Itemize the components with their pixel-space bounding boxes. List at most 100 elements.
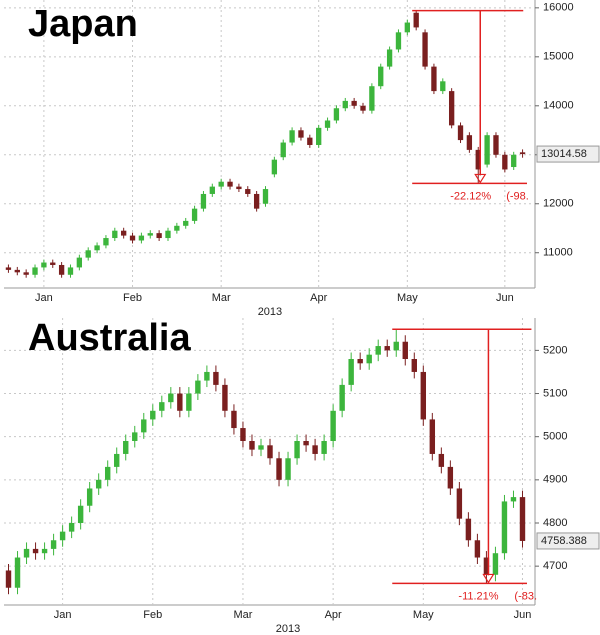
candle-body — [5, 570, 12, 588]
candle-body — [59, 531, 66, 541]
candle-body — [280, 142, 286, 158]
candle-body — [58, 264, 65, 275]
last-value-label: 13014.58 — [541, 148, 587, 160]
candle-body — [103, 238, 109, 246]
candle-body — [23, 272, 29, 275]
candle-body — [456, 488, 463, 519]
candle-body — [150, 410, 156, 420]
x-tick-label: Jan — [54, 609, 72, 621]
x-tick-label: Mar — [212, 292, 231, 304]
candle-body — [438, 453, 445, 467]
y-tick-label: 5200 — [543, 344, 567, 356]
candle-body — [168, 393, 174, 403]
candle-body — [351, 100, 357, 106]
candle-body — [294, 441, 300, 459]
drawdown-detail: (-98. — [506, 190, 529, 202]
candle-body — [312, 445, 318, 454]
candle-body — [183, 220, 189, 226]
candle-body — [342, 100, 348, 109]
x-axis-label: 2013 — [276, 623, 300, 635]
candle-body — [271, 159, 278, 175]
candle-body — [129, 235, 136, 241]
candle-body — [324, 120, 331, 128]
x-tick-label: May — [413, 609, 434, 621]
candle-body — [420, 371, 427, 420]
candle-body — [132, 432, 138, 441]
x-tick-label: Feb — [143, 609, 162, 621]
candle-body — [114, 453, 120, 467]
candle-body — [483, 557, 490, 575]
candle-body — [360, 105, 366, 111]
y-tick-label: 12000 — [543, 198, 574, 210]
candle-body — [440, 81, 446, 92]
candle-body — [186, 393, 192, 411]
candle-body — [156, 233, 162, 239]
candle-body — [50, 540, 57, 549]
candle-body — [519, 152, 526, 155]
candle-body — [200, 193, 207, 209]
y-tick-label: 4700 — [543, 560, 567, 572]
candle-body — [474, 540, 481, 558]
y-tick-label: 16000 — [543, 2, 574, 14]
candle-body — [68, 523, 75, 532]
candle-body — [147, 233, 153, 236]
candle-body — [195, 380, 201, 394]
chart-title: Japan — [28, 3, 138, 45]
candle-body — [330, 410, 336, 441]
candle-body — [121, 230, 127, 236]
y-tick-label: 14000 — [543, 100, 574, 112]
candle-body — [502, 154, 508, 170]
candle-body — [23, 548, 30, 558]
x-tick-label: Apr — [325, 609, 342, 621]
candle-body — [218, 181, 224, 187]
candle-body — [413, 12, 419, 28]
candle-body — [123, 441, 129, 454]
candle-body — [50, 262, 56, 265]
y-tick-label: 4800 — [543, 517, 567, 529]
x-tick-label: May — [397, 292, 418, 304]
candle-body — [386, 49, 393, 67]
candle-body — [138, 235, 145, 241]
y-tick-label: 5100 — [543, 387, 567, 399]
candle-body — [511, 154, 517, 168]
candle-body — [165, 230, 171, 239]
x-tick-label: Mar — [233, 609, 252, 621]
candle-body — [375, 346, 381, 355]
candle-body — [519, 497, 526, 541]
candle-body — [404, 22, 410, 33]
candle-body — [32, 548, 39, 554]
x-axis-label: 2013 — [258, 306, 282, 318]
candle-body — [141, 419, 147, 433]
candle-body — [267, 445, 273, 459]
candle-body — [393, 341, 399, 351]
candle-body — [422, 32, 428, 67]
candle-body — [240, 428, 246, 441]
candle-body — [95, 479, 102, 489]
candle-body — [289, 130, 295, 143]
candle-body — [411, 359, 417, 372]
candle-body — [493, 135, 499, 155]
candle-body — [76, 257, 83, 268]
candle-body — [236, 186, 242, 190]
candle-body — [32, 267, 38, 275]
candle-body — [14, 269, 20, 273]
candle-body — [298, 130, 304, 138]
candle-body — [369, 86, 375, 111]
candle-body — [213, 371, 219, 385]
arrow-head — [482, 573, 495, 584]
candle-body — [366, 354, 372, 364]
candle-body — [245, 189, 251, 194]
x-tick-label: Jan — [35, 292, 53, 304]
candle-body — [431, 66, 437, 92]
candle-body — [204, 371, 210, 381]
candle-body — [395, 32, 402, 50]
candle-body — [41, 262, 47, 268]
candle-body — [14, 557, 21, 588]
candle-body — [258, 445, 264, 450]
candle-body — [457, 125, 464, 141]
candle-body — [86, 488, 93, 506]
candle-body — [348, 359, 354, 385]
candle-body — [316, 127, 322, 145]
candle-body — [448, 91, 455, 126]
